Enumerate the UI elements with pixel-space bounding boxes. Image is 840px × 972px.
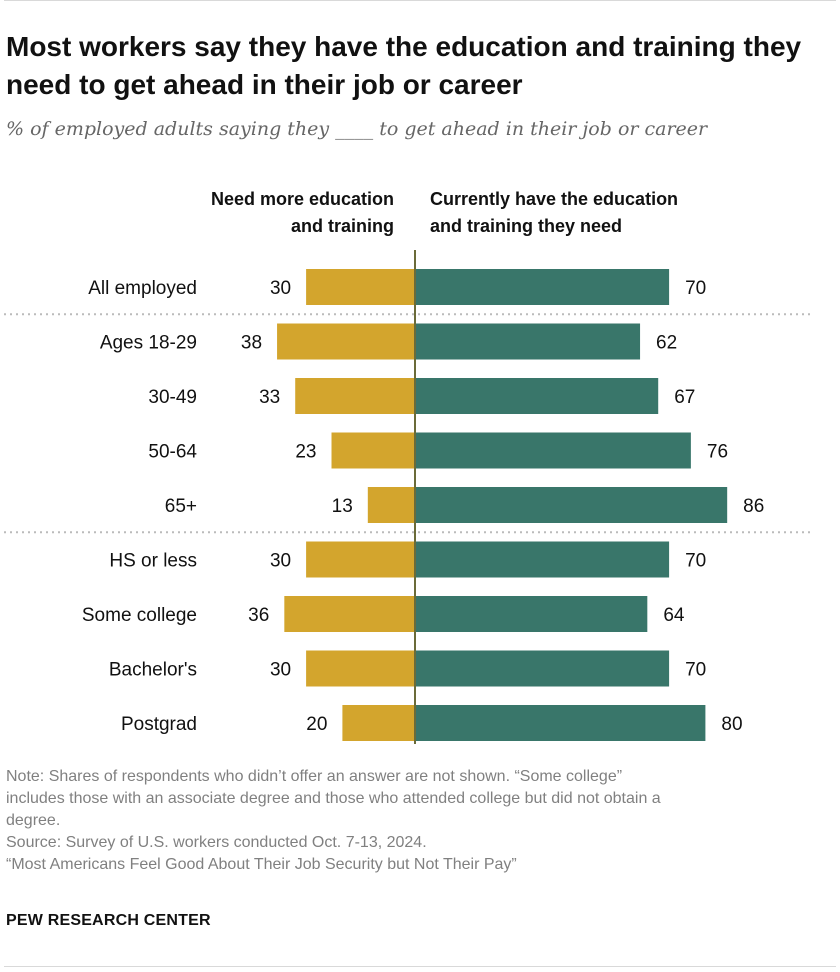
bar-need-more [295,378,415,414]
category-label: Ages 18-29 [100,333,197,354]
value-label-need-more: 36 [248,605,269,626]
legend-need-more-line1: Need more education [210,189,394,209]
category-label: Some college [82,605,197,626]
note-line-1: Note: Shares of respondents who didn’t o… [6,768,623,785]
value-label-need-more: 30 [270,660,291,681]
value-label-have: 70 [685,551,706,572]
legend-have: Currently have the education and trainin… [430,186,678,240]
value-label-have: 67 [674,387,695,408]
value-label-need-more: 33 [259,387,280,408]
note-line-3: degree. [6,812,61,829]
bar-have [415,323,641,360]
legend-have-line2: and training they need [430,216,623,236]
category-label: HS or less [109,551,197,572]
bar-have [415,650,670,687]
top-rule [4,0,836,1]
bar-have [415,378,659,414]
legend-have-line1: Currently have the education [430,189,679,209]
chart-subtitle: % of employed adults saying they ____ to… [6,118,708,140]
value-label-have: 86 [743,496,764,517]
value-label-have: 70 [685,278,706,299]
bar-have [415,705,706,741]
chart-title: Most workers say they have the education… [6,31,802,100]
bar-need-more [331,432,415,469]
value-label-need-more: 13 [332,496,353,517]
value-label-need-more: 30 [270,278,291,299]
category-label: All employed [88,278,197,299]
category-label: Postgrad [121,714,197,735]
value-label-have: 76 [707,442,728,463]
source-line: Source: Survey of U.S. workers conducted… [6,834,427,851]
value-label-have: 62 [656,333,677,354]
chart-note: Note: Shares of respondents who didn’t o… [6,766,836,876]
category-label: Bachelor's [109,660,197,681]
value-label-have: 64 [663,605,685,626]
category-label: 50-64 [148,442,197,463]
legend-need-more-line2: and training [291,216,394,236]
bar-need-more [284,596,415,632]
bar-have [415,596,648,632]
bar-have [415,541,670,578]
bar-need-more [342,705,415,741]
value-label-need-more: 30 [270,551,291,572]
value-label-need-more: 38 [241,333,262,354]
brand-label: PEW RESEARCH CENTER [6,912,211,929]
bar-have [415,432,691,469]
bar-need-more [277,323,415,360]
value-label-have: 70 [685,660,706,681]
value-label-need-more: 23 [295,442,316,463]
legend-need-more: Need more education and training [211,186,394,240]
bottom-rule [4,966,836,967]
category-label: 65+ [165,496,197,517]
bar-need-more [306,269,415,305]
value-label-have: 80 [721,714,742,735]
note-line-2: includes those with an associate degree … [6,790,661,807]
bar-need-more [306,650,415,687]
bar-have [415,487,728,523]
bar-need-more [367,487,415,523]
bar-have [415,269,670,305]
bar-need-more [306,541,415,578]
category-label: 30-49 [148,387,197,408]
report-line: “Most Americans Feel Good About Their Jo… [6,856,517,873]
diverging-bar-chart: All employed 30 70 Ages 18-29 38 62 30-49 33 67 5… [4,250,810,744]
value-label-need-more: 20 [306,714,327,735]
